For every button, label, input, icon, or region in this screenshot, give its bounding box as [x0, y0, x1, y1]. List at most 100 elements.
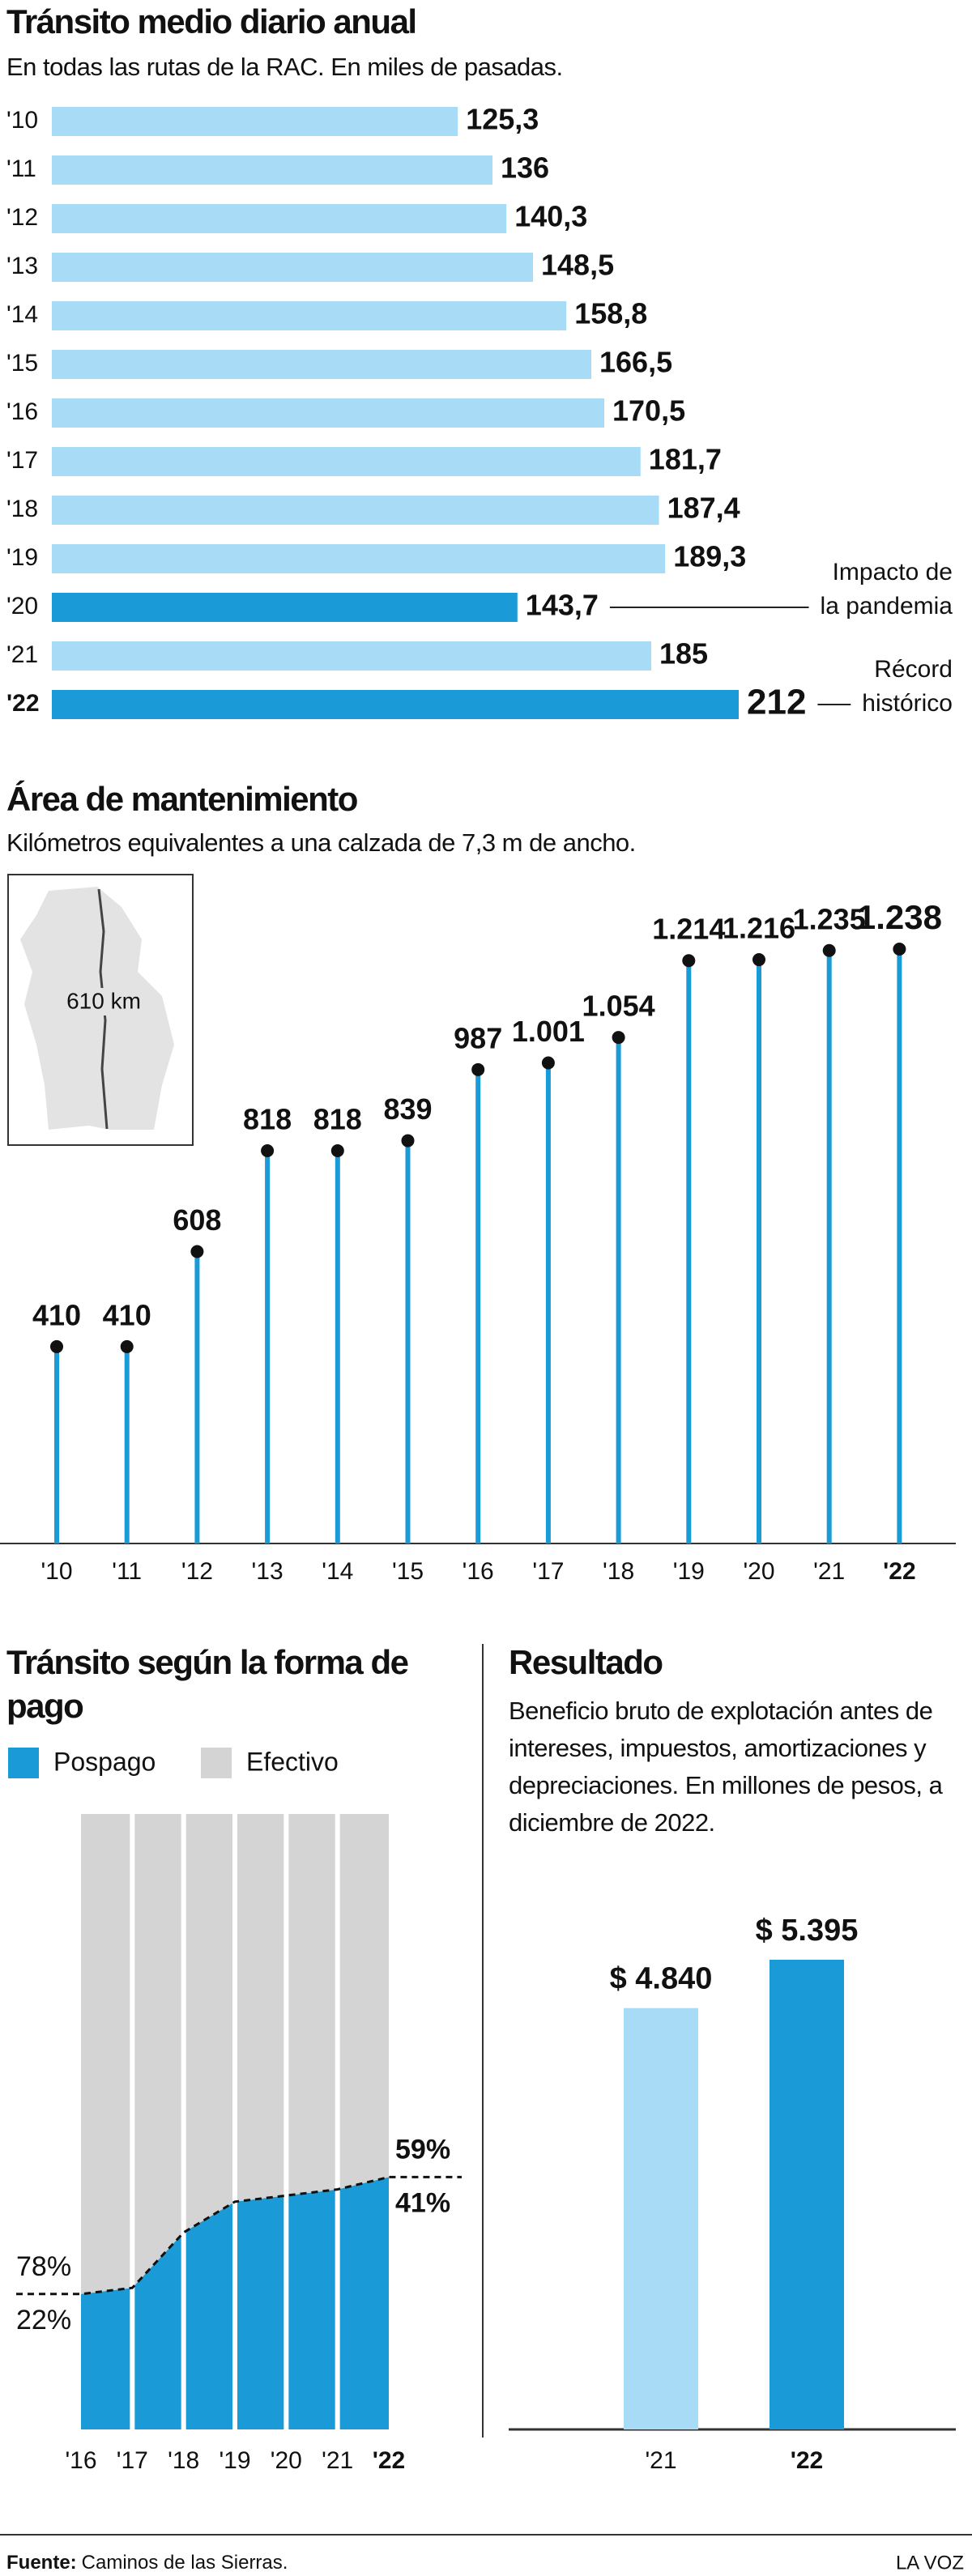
value-label: 166,5: [599, 346, 672, 379]
legend-swatch: [8, 1748, 39, 1778]
value-label: $ 4.840: [610, 1962, 713, 1996]
dot: [330, 1144, 344, 1158]
category-label: '15: [392, 1558, 424, 1585]
value-label: 136: [501, 151, 549, 185]
dot: [401, 1134, 415, 1147]
value-label: 818: [313, 1103, 362, 1136]
category-label: '14: [6, 301, 38, 328]
chart-subtitle: En todas las rutas de la RAC. En miles d…: [6, 53, 563, 81]
category-label: '17: [532, 1558, 564, 1585]
category-label: '13: [252, 1558, 284, 1585]
value-label: 187,4: [667, 492, 740, 525]
category-label: '19: [6, 544, 38, 571]
dot: [752, 953, 765, 967]
bar: [52, 593, 518, 622]
chart-title: Resultado: [509, 1643, 663, 1681]
category-label: '21: [645, 2447, 676, 2474]
category-label: '15: [6, 350, 38, 377]
chart-subtitle: Beneficio bruto de explotación antes de …: [509, 1697, 943, 1837]
category-label: '10: [6, 107, 38, 134]
value-label: 181,7: [649, 443, 722, 476]
annotation: la pandemia: [821, 593, 953, 620]
dot: [541, 1056, 555, 1070]
dot: [261, 1144, 275, 1158]
annotation: Récord: [874, 656, 953, 683]
value-label: 143,7: [526, 589, 599, 622]
value-label: 1.214: [652, 913, 725, 946]
category-label: '20: [271, 2447, 302, 2474]
value-label: 212: [747, 683, 806, 722]
value-label: 987: [454, 1021, 502, 1054]
stem: [124, 1346, 130, 1543]
category-label: '13: [6, 253, 38, 279]
dot: [190, 1245, 204, 1258]
bar: [52, 350, 591, 379]
stem: [616, 1037, 621, 1543]
column-gap: [284, 1814, 289, 2429]
category-label: '21: [322, 2447, 353, 2474]
bar: [52, 398, 604, 428]
category-label: '11: [6, 155, 36, 182]
value-label: 170,5: [612, 394, 685, 428]
category-label: '10: [40, 1558, 72, 1585]
bar: [52, 690, 739, 719]
stem: [265, 1151, 271, 1543]
stem: [194, 1251, 200, 1543]
category-label: '20: [743, 1558, 774, 1585]
column-gap: [335, 1814, 340, 2429]
category-label: '12: [6, 204, 38, 231]
bar: [52, 253, 533, 282]
category-label: '21: [813, 1558, 845, 1585]
inset-label: 610 km: [66, 988, 141, 1013]
chart-title: Tránsito medio diario anual: [6, 2, 417, 40]
inset-map: 610 km: [7, 874, 194, 1146]
category-label: '22: [883, 1558, 916, 1585]
bar: [624, 2008, 698, 2429]
category-label: '22: [373, 2447, 406, 2474]
value-label: 1.235: [793, 902, 866, 935]
value-label: 140,3: [514, 200, 587, 233]
bar: [52, 155, 492, 185]
stem: [405, 1140, 411, 1543]
annotation: histórico: [862, 690, 953, 717]
value-label: 185: [659, 637, 708, 671]
category-label: '20: [6, 593, 38, 620]
annotation: Impacto de: [833, 559, 953, 585]
category-label: '17: [6, 447, 38, 474]
category-label: '18: [6, 496, 38, 522]
source-label: Fuente:: [6, 2552, 77, 2574]
chart-title: Área de mantenimiento: [6, 780, 358, 818]
stem: [335, 1151, 340, 1543]
category-label: '19: [673, 1558, 705, 1585]
category-label: '16: [463, 1558, 494, 1585]
stem: [826, 950, 832, 1543]
value-label: 1.216: [723, 912, 795, 945]
dot: [120, 1339, 134, 1353]
value-label: 59%: [395, 2134, 450, 2165]
source: Caminos de las Sierras.: [82, 2552, 288, 2574]
value-label: 410: [32, 1298, 81, 1331]
value-label: 1.054: [582, 990, 655, 1023]
bar: [770, 1960, 844, 2429]
value-label: 1.238: [857, 898, 942, 936]
boundary-line: [16, 2175, 462, 2296]
bar: [52, 544, 666, 573]
brand: LA VOZ: [896, 2552, 964, 2574]
value-label: 410: [103, 1298, 151, 1331]
value-label: 1.001: [512, 1015, 585, 1048]
category-label: '22: [791, 2447, 824, 2474]
bar: [52, 496, 659, 525]
category-label: '21: [6, 641, 38, 668]
chart-title: Tránsito según la forma de pago: [6, 1643, 409, 1725]
stem: [54, 1346, 59, 1543]
label-backdrop: [63, 988, 146, 1015]
category-label: '19: [219, 2447, 250, 2474]
category-label: '18: [168, 2447, 199, 2474]
category-label: '22: [6, 690, 40, 717]
legend-label: Pospago: [53, 1747, 156, 1776]
stem: [686, 960, 692, 1543]
value-label: 189,3: [673, 540, 746, 573]
value-label: 78%: [16, 2251, 71, 2282]
